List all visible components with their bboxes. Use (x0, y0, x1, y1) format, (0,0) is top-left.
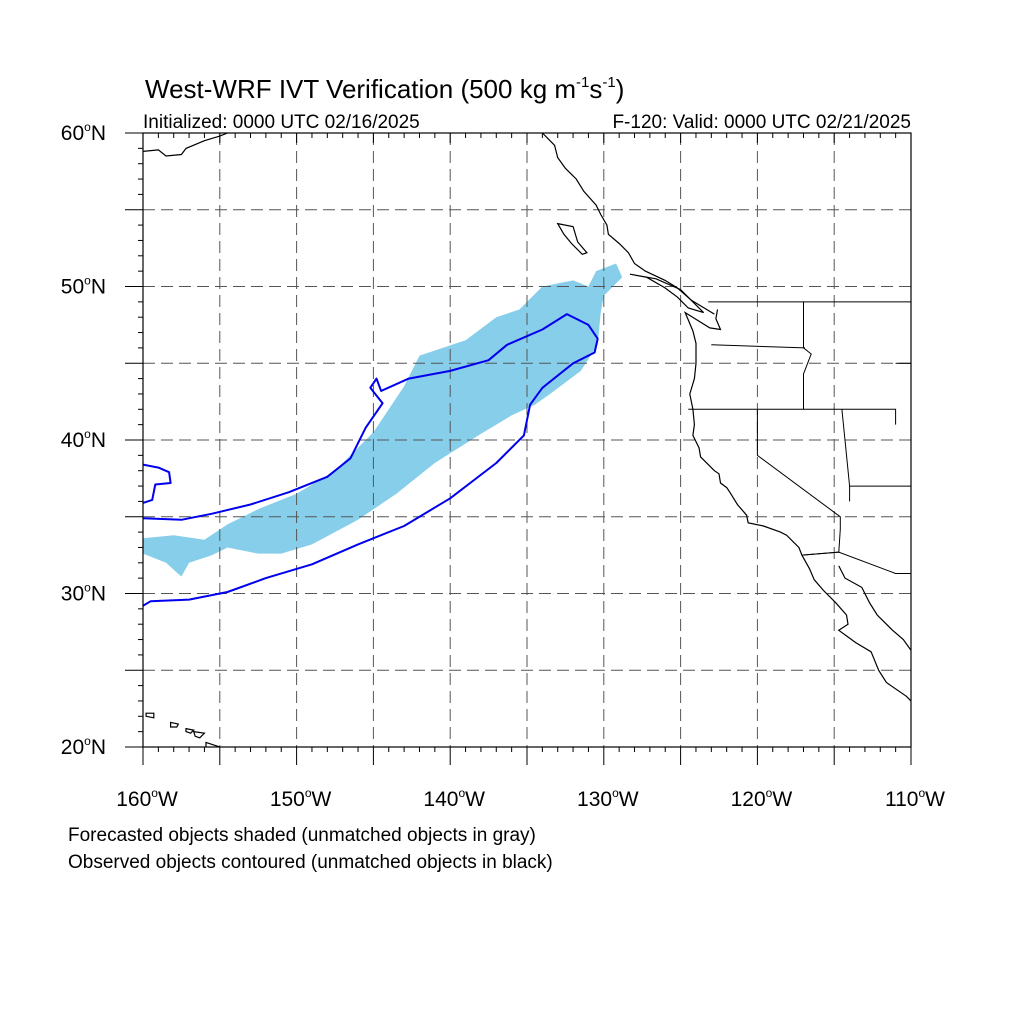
lon-label: 130oW (577, 786, 639, 811)
observed-legend-note: Observed objects contoured (unmatched ob… (68, 852, 553, 873)
island-outline (556, 222, 588, 255)
hawaii-island-outline (145, 712, 155, 719)
lon-label: 110oW (885, 786, 945, 811)
lat-label: 20oN (61, 734, 106, 759)
lon-label: 150oW (270, 786, 332, 811)
axis-labels: 20oN 30oN 40oN 50oN 60oN 160oW 150oW 140oW 130oW… (61, 120, 945, 811)
political-boundary (756, 409, 841, 556)
political-boundary (711, 344, 806, 349)
hawaii-island-outline (205, 741, 221, 747)
lon-label: 140oW (423, 786, 485, 811)
forecast-legend-note: Forecasted objects shaded (unmatched obj… (68, 825, 536, 846)
political-boundaries (688, 301, 911, 574)
lat-label: 30oN (61, 581, 106, 606)
observed-ivt-contour (143, 313, 599, 607)
figure-title: West-WRF IVT Verification (500 kg m-1s-1… (145, 74, 624, 104)
forecast-ivt-object (143, 263, 623, 577)
axis-ticks (125, 132, 912, 765)
observed-ivt-contour-fragment (143, 463, 172, 504)
map-plot-area (143, 133, 911, 747)
lat-label: 40oN (61, 427, 106, 452)
political-boundary (688, 408, 897, 425)
lon-label: 120oW (731, 786, 793, 811)
hawaii-island-outline (192, 730, 206, 739)
island-outline (629, 273, 705, 314)
political-boundary (841, 409, 851, 502)
coastline (143, 133, 228, 157)
plot-frame (142, 132, 912, 748)
lon-label: 160oW (116, 786, 178, 811)
coastline (683, 309, 911, 702)
political-boundary (801, 551, 911, 574)
hawaii-island-outline (185, 727, 195, 734)
forecast-object-layer (143, 263, 623, 577)
coastlines (143, 133, 911, 747)
hawaii-island-outline (170, 721, 180, 728)
observed-object-layer (143, 313, 599, 607)
valid-time-label: F-120: Valid: 0000 UTC 02/21/2025 (612, 112, 911, 133)
lat-label: 60oN (61, 120, 106, 145)
init-time-label: Initialized: 0000 UTC 02/16/2025 (143, 112, 420, 133)
gridlines (143, 133, 911, 747)
coastline (838, 565, 911, 652)
political-boundary (803, 301, 812, 410)
lat-label: 50oN (61, 274, 106, 299)
